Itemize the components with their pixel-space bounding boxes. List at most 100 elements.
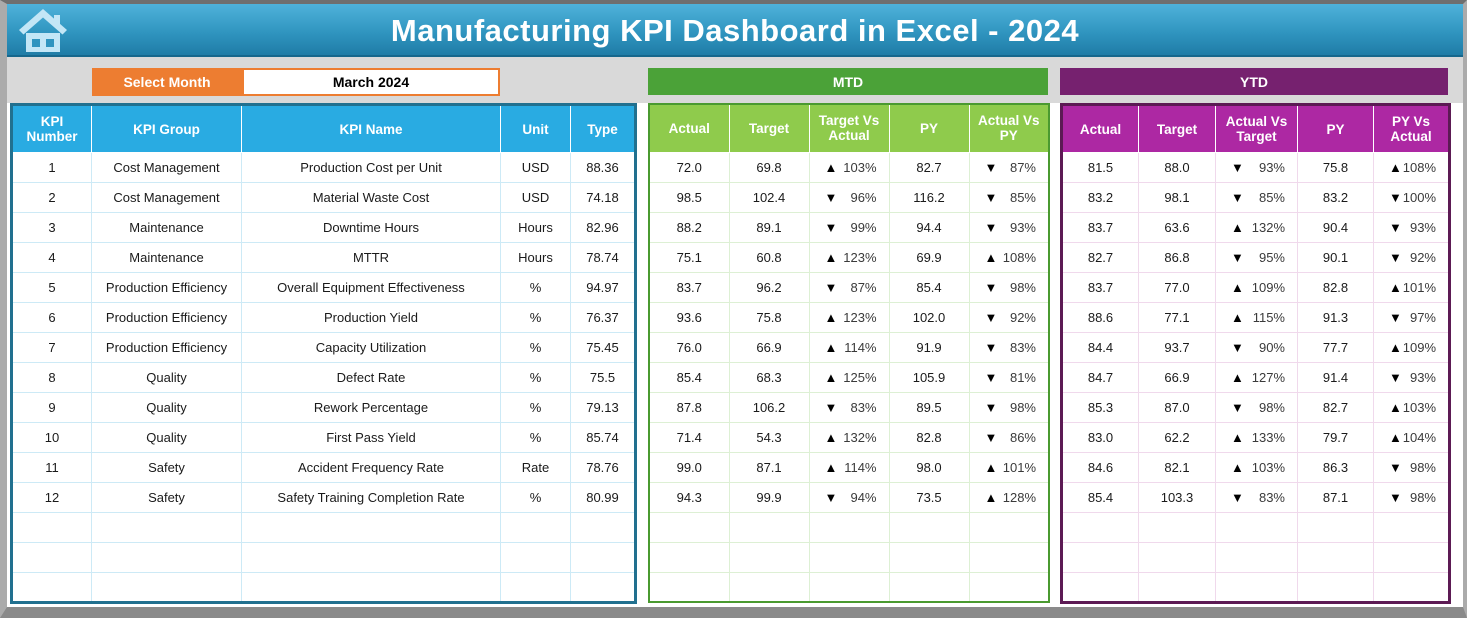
trend-up-icon: ▲ [824, 459, 838, 475]
trend-percent: 123% [843, 249, 877, 265]
mtd-target-cell: 89.1 [728, 211, 810, 243]
mtd-target-cell: 60.8 [728, 241, 810, 273]
trend-percent: 93% [1409, 370, 1436, 385]
mtd-target-vs-actual-cell: ▼ 83% [808, 391, 890, 423]
mtd-empty-cell [888, 541, 970, 573]
kpi-empty-cell [500, 512, 571, 543]
kpi-table-row: 1 Cost Management Production Cost per Unit… [11, 152, 636, 183]
ytd-empty-cell [1215, 572, 1298, 603]
mtd-empty-row [648, 511, 1050, 543]
mtd-table-row: 71.4 54.3 ▲ 132% 82.8 ▼ 86% [648, 421, 1050, 453]
kpi-name-header: KPI Name [241, 104, 501, 153]
month-dropdown[interactable]: March 2024 [242, 68, 500, 96]
trend-up-icon: ▲ [984, 459, 998, 475]
mtd-actual-cell: 75.1 [648, 241, 730, 273]
kpi-number-cell: 10 [11, 422, 92, 453]
home-icon[interactable] [17, 8, 69, 54]
trend-down-icon: ▼ [1231, 340, 1244, 355]
kpi-name-cell: First Pass Yield [241, 422, 501, 453]
trend-percent: 83% [1258, 490, 1285, 505]
ytd-py-vs-actual-cell: ▲ 103% [1373, 392, 1450, 423]
kpi-type-cell: 88.36 [570, 152, 636, 183]
ytd-target-cell: 93.7 [1138, 332, 1216, 363]
mtd-target-vs-actual-cell: ▲ 132% [808, 421, 890, 453]
trend-down-icon: ▼ [1389, 250, 1402, 265]
mtd-target-vs-actual-cell: ▲ 114% [808, 451, 890, 483]
kpi-group-cell: Quality [91, 362, 242, 393]
mtd-empty-cell [808, 541, 890, 573]
kpi-empty-cell [570, 542, 636, 573]
mtd-py-cell: 94.4 [888, 211, 970, 243]
kpi-group-cell: Safety [91, 482, 242, 513]
ytd-py-cell: 77.7 [1297, 332, 1374, 363]
trend-down-icon: ▼ [1389, 220, 1402, 235]
kpi-number-cell: 11 [11, 452, 92, 483]
mtd-target-cell: 102.4 [728, 181, 810, 213]
kpi-group-cell: Cost Management [91, 182, 242, 213]
ytd-table-row: 83.7 77.0 ▲ 109% 82.8 ▲ 101% [1061, 272, 1450, 303]
kpi-number-header: KPI Number [11, 104, 92, 153]
mtd-table: Actual Target Target Vs Actual PY Actual… [648, 103, 1050, 603]
ytd-py-cell: 91.4 [1297, 362, 1374, 393]
trend-up-icon: ▲ [824, 159, 838, 175]
mtd-target-vs-actual-cell: ▼ 96% [808, 181, 890, 213]
kpi-number-cell: 7 [11, 332, 92, 363]
kpi-group-cell: Production Efficiency [91, 272, 242, 303]
trend-up-icon: ▲ [1231, 430, 1244, 445]
trend-up-icon: ▲ [1389, 160, 1402, 175]
kpi-empty-row [11, 572, 636, 603]
trend-percent: 103% [843, 159, 877, 175]
kpi-type-cell: 76.37 [570, 302, 636, 333]
ytd-table-row: 83.0 62.2 ▲ 133% 79.7 ▲ 104% [1061, 422, 1450, 453]
ytd-target-cell: 87.0 [1138, 392, 1216, 423]
ytd-py-header: PY [1297, 104, 1374, 153]
mtd-actual-vs-py-cell: ▼ 81% [968, 361, 1050, 393]
ytd-py-vs-actual-cell: ▼ 92% [1373, 242, 1450, 273]
kpi-name-cell: Material Waste Cost [241, 182, 501, 213]
ytd-empty-cell [1061, 542, 1139, 573]
kpi-unit-cell: % [500, 302, 571, 333]
kpi-type-header: Type [570, 104, 636, 153]
kpi-empty-cell [241, 512, 501, 543]
ytd-actual-cell: 85.3 [1061, 392, 1139, 423]
mtd-actual-cell: 99.0 [648, 451, 730, 483]
kpi-number-cell: 6 [11, 302, 92, 333]
mtd-table-row: 88.2 89.1 ▼ 99% 94.4 ▼ 93% [648, 211, 1050, 243]
trend-percent: 93% [1009, 219, 1036, 235]
trend-percent: 94% [850, 489, 877, 505]
ytd-empty-cell [1373, 512, 1450, 543]
mtd-empty-cell [648, 571, 730, 603]
ytd-actual-cell: 81.5 [1061, 152, 1139, 183]
kpi-empty-cell [500, 572, 571, 603]
ytd-actual-vs-target-cell: ▲ 109% [1215, 272, 1298, 303]
mtd-py-cell: 89.5 [888, 391, 970, 423]
kpi-unit-cell: % [500, 482, 571, 513]
mtd-section-header: MTD [648, 68, 1048, 95]
mtd-table-row: 99.0 87.1 ▲ 114% 98.0 ▲ 101% [648, 451, 1050, 483]
trend-up-icon: ▲ [1389, 430, 1402, 445]
trend-up-icon: ▲ [984, 489, 998, 505]
mtd-table-row: 94.3 99.9 ▼ 94% 73.5 ▲ 128% [648, 481, 1050, 513]
trend-up-icon: ▲ [1231, 220, 1244, 235]
trend-percent: 100% [1402, 190, 1436, 205]
trend-down-icon: ▼ [984, 369, 998, 385]
trend-percent: 92% [1409, 250, 1436, 265]
ytd-target-cell: 88.0 [1138, 152, 1216, 183]
kpi-type-cell: 74.18 [570, 182, 636, 213]
ytd-actual-vs-target-cell: ▼ 98% [1215, 392, 1298, 423]
mtd-empty-row [648, 541, 1050, 573]
kpi-type-cell: 94.97 [570, 272, 636, 303]
mtd-actual-cell: 94.3 [648, 481, 730, 513]
kpi-unit-cell: % [500, 362, 571, 393]
mtd-actual-cell: 76.0 [648, 331, 730, 363]
mtd-py-cell: 73.5 [888, 481, 970, 513]
ytd-actual-cell: 88.6 [1061, 302, 1139, 333]
ytd-table-row: 84.7 66.9 ▲ 127% 91.4 ▼ 93% [1061, 362, 1450, 393]
trend-up-icon: ▲ [824, 429, 838, 445]
kpi-table-row: 6 Production Efficiency Production Yield% 7… [11, 302, 636, 333]
trend-up-icon: ▲ [824, 249, 838, 265]
ytd-actual-cell: 84.6 [1061, 452, 1139, 483]
ytd-table-row: 82.7 86.8 ▼ 95% 90.1 ▼ 92% [1061, 242, 1450, 273]
trend-percent: 127% [1251, 370, 1285, 385]
